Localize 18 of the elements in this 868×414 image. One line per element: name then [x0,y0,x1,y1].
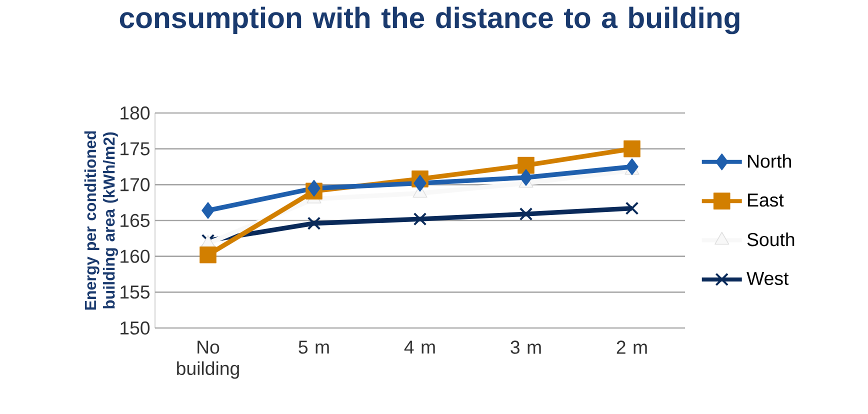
y-tick-label: 170 [120,178,150,192]
y-tick-label: 180 [120,106,150,120]
y-tick-label: 155 [120,286,150,299]
legend-label: East [748,194,784,207]
y-tick-label: 175 [120,142,150,156]
chart-title: consumption with the distance to a building [120,6,740,34]
x-tick-label: 5 m [298,340,329,354]
y-tick-label: 160 [120,250,150,263]
x-tick-label: 2 m [616,340,647,354]
y-axis-title: Energy per conditioned building area (kWh/m2) [84,131,118,310]
x-tick-label: 4 m [404,340,435,354]
legend-label: South [747,232,794,246]
y-tick-label: 165 [120,214,150,228]
x-tick-label: No building [177,340,239,379]
y-tick-label: 150 [120,321,150,335]
legend-label: West [746,272,789,286]
x-tick-label: 3 m [510,340,541,354]
legend-label: North [748,154,791,168]
